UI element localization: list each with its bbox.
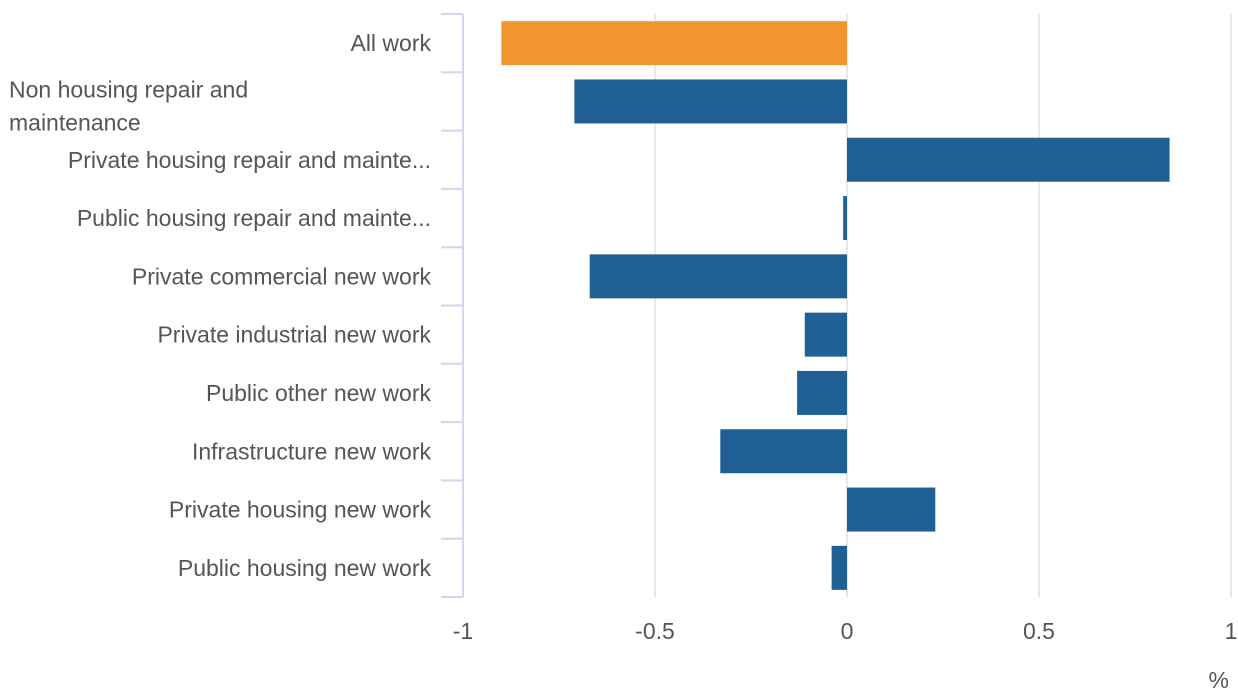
- category-label-6: Public other new work: [206, 380, 431, 406]
- bar-6: [797, 370, 847, 415]
- x-tick-labels: -1 -0.5 0 0.5 1: [453, 618, 1238, 644]
- category-label-3: Public housing repair and mainte...: [77, 205, 431, 231]
- bar-4: [589, 254, 847, 299]
- x-tick-label-4: 1: [1225, 618, 1238, 644]
- category-label-9: Public housing new work: [178, 555, 432, 581]
- bar-0: [501, 21, 847, 66]
- bar-1: [574, 79, 847, 124]
- bar-9: [831, 545, 847, 590]
- bars: [501, 21, 1170, 590]
- category-label-2: Private housing repair and mainte...: [68, 147, 431, 173]
- x-tick-label-3: 0.5: [1023, 618, 1055, 644]
- category-label-8: Private housing new work: [169, 497, 432, 523]
- bar-3: [843, 196, 847, 241]
- x-axis-unit-label: %: [1209, 667, 1229, 690]
- bar-2: [847, 137, 1170, 182]
- x-tick-label-1: -0.5: [635, 618, 675, 644]
- category-labels: All work Non housing repair and maintenanc…: [9, 30, 431, 581]
- bar-7: [720, 429, 847, 474]
- category-label-1: Non housing repair and maintenance: [9, 76, 248, 135]
- bar-5: [804, 312, 847, 357]
- category-label-0: All work: [350, 30, 431, 56]
- x-tick-label-0: -1: [453, 618, 473, 644]
- category-label-7: Infrastructure new work: [192, 438, 432, 464]
- category-label-4: Private commercial new work: [132, 263, 432, 289]
- category-axis: [441, 13, 464, 598]
- x-tick-label-2: 0: [841, 618, 854, 644]
- category-label-5: Private industrial new work: [157, 322, 431, 348]
- bar-8: [847, 487, 936, 532]
